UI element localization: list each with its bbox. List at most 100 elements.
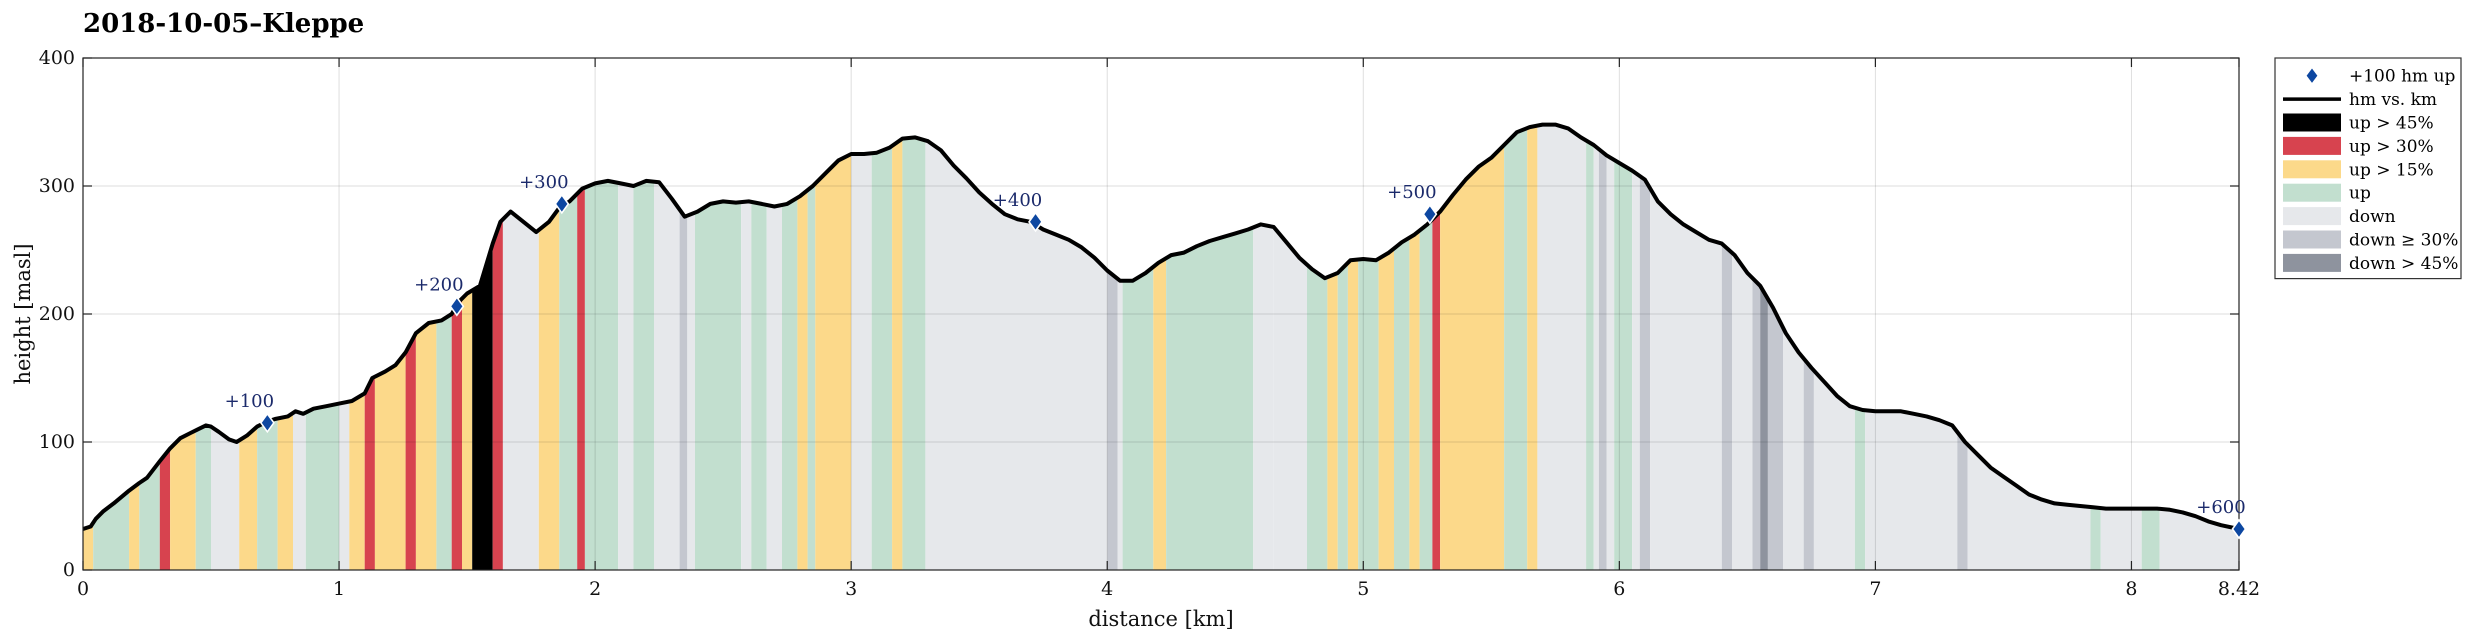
band-1 xyxy=(93,490,130,570)
band-72 xyxy=(1614,159,1633,570)
band-88 xyxy=(2090,507,2101,570)
band-7 xyxy=(211,426,240,570)
band-42 xyxy=(851,153,872,570)
legend-label-1: hm vs. km xyxy=(2349,90,2437,110)
chart-title: 2018-10-05–Kleppe xyxy=(83,9,364,39)
band-52 xyxy=(1253,224,1274,570)
y-tick-label-1: 100 xyxy=(39,431,75,453)
legend-swatch-2 xyxy=(2283,113,2341,132)
hm-marker-0 xyxy=(259,412,275,434)
x-tick-label-6: 6 xyxy=(1613,578,1625,600)
band-33 xyxy=(687,212,695,570)
band-21 xyxy=(462,290,473,570)
legend-label-6: down xyxy=(2349,207,2396,227)
band-67 xyxy=(1537,124,1587,570)
band-69 xyxy=(1593,145,1599,570)
band-41 xyxy=(815,154,852,570)
band-8 xyxy=(239,426,258,570)
band-53 xyxy=(1273,227,1307,570)
band-50 xyxy=(1153,258,1167,570)
hm-marker-label-2: +300 xyxy=(519,172,568,193)
band-25 xyxy=(538,207,560,571)
band-62 xyxy=(1419,219,1433,571)
hm-marker-1 xyxy=(449,295,465,317)
band-11 xyxy=(293,411,306,570)
x-tick-label-3: 3 xyxy=(845,578,857,600)
band-6 xyxy=(195,425,211,570)
band-59 xyxy=(1378,248,1394,570)
x-tick-label-4: 4 xyxy=(1101,578,1113,600)
band-90 xyxy=(2141,508,2160,570)
legend-label-5: up xyxy=(2349,184,2371,204)
band-30 xyxy=(633,180,654,570)
band-23 xyxy=(492,219,503,571)
band-82 xyxy=(1803,358,1814,570)
y-tick-label-2: 200 xyxy=(39,303,75,325)
band-24 xyxy=(502,211,539,570)
hm-marker-5 xyxy=(2231,518,2247,540)
y-axis-label: height [masl] xyxy=(11,243,35,384)
band-26 xyxy=(559,193,578,570)
elevation-line xyxy=(82,122,2240,531)
band-86 xyxy=(1957,432,1968,570)
hm-marker-4 xyxy=(1422,203,1438,225)
band-12 xyxy=(305,403,340,570)
x-tick-label-1: 1 xyxy=(333,578,345,600)
band-85 xyxy=(1865,410,1958,570)
y-tick-label-3: 300 xyxy=(39,175,75,197)
x-tick-label-7: 7 xyxy=(1869,578,1881,600)
legend-label-8: down > 45% xyxy=(2349,254,2458,274)
band-34 xyxy=(695,201,742,570)
legend-swatch-3 xyxy=(2283,136,2341,155)
legend-label-0: +100 hm up xyxy=(2349,67,2456,87)
legend-swatch-8 xyxy=(2283,253,2341,272)
band-19 xyxy=(436,314,452,570)
grid-lines xyxy=(83,58,2239,570)
legend: +100 hm up hm vs. km up > 45% up > 30% up > … xyxy=(2274,57,2462,280)
band-75 xyxy=(1650,188,1722,571)
band-89 xyxy=(2100,508,2142,570)
band-17 xyxy=(405,333,416,570)
band-35 xyxy=(741,201,752,570)
hm-marker-label-1: +200 xyxy=(414,274,463,295)
hm-markers: +100 +200 +300 +400 +500 +600 xyxy=(225,172,2247,540)
band-71 xyxy=(1606,155,1615,571)
band-44 xyxy=(892,138,903,570)
band-48 xyxy=(1117,278,1123,570)
band-5 xyxy=(170,430,196,570)
band-38 xyxy=(782,197,798,571)
legend-swatch-6 xyxy=(2283,207,2341,226)
band-81 xyxy=(1783,328,1804,570)
band-31 xyxy=(654,181,680,570)
hm-marker-label-0: +100 xyxy=(225,391,274,412)
band-29 xyxy=(618,182,634,570)
band-36 xyxy=(751,201,767,570)
y-tick-label-0: 0 xyxy=(63,559,75,581)
band-28 xyxy=(584,180,619,570)
band-54 xyxy=(1307,264,1328,570)
band-73 xyxy=(1632,170,1640,570)
legend-swatch-0 xyxy=(2305,66,2319,85)
hm-marker-3 xyxy=(1028,211,1044,233)
legend-label-7: down ≥ 30% xyxy=(2349,231,2458,251)
hm-marker-label-3: +400 xyxy=(993,190,1042,211)
band-49 xyxy=(1122,266,1154,570)
band-83 xyxy=(1813,370,1855,570)
band-10 xyxy=(277,413,293,570)
band-14 xyxy=(349,393,365,570)
band-45 xyxy=(902,137,926,570)
band-3 xyxy=(139,461,160,570)
hm-marker-label-4: +500 xyxy=(1387,182,1436,203)
x-tick-label-0: 0 xyxy=(77,578,89,600)
band-46 xyxy=(925,140,1108,570)
band-64 xyxy=(1440,145,1505,570)
band-70 xyxy=(1598,149,1607,570)
band-16 xyxy=(374,352,406,570)
band-87 xyxy=(1967,444,2091,570)
band-13 xyxy=(339,401,350,570)
legend-swatch-7 xyxy=(2283,230,2341,249)
band-76 xyxy=(1721,243,1732,570)
band-27 xyxy=(577,187,585,570)
band-77 xyxy=(1732,252,1753,571)
hm-marker-label-5: +600 xyxy=(2196,497,2245,518)
